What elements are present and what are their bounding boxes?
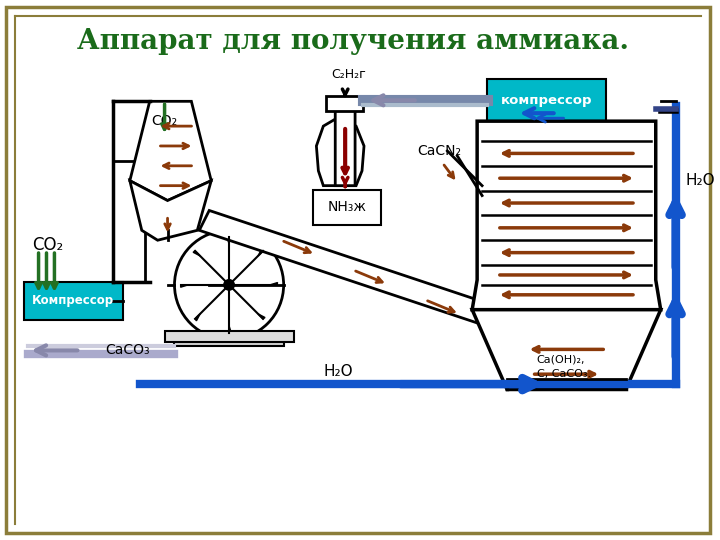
Polygon shape (316, 116, 364, 186)
Text: H₂O: H₂O (685, 173, 715, 188)
Polygon shape (181, 285, 188, 287)
Text: Ca(OH)₂,: Ca(OH)₂, (536, 354, 585, 364)
Polygon shape (193, 251, 200, 256)
Text: CaCO₃: CaCO₃ (105, 343, 150, 357)
Text: Аппарат для получения аммиака.: Аппарат для получения аммиака. (77, 28, 629, 55)
Text: C, CaCO₃.: C, CaCO₃. (536, 369, 591, 379)
Polygon shape (195, 314, 200, 321)
Polygon shape (258, 314, 265, 319)
Text: H₂O: H₂O (323, 364, 353, 379)
Polygon shape (229, 326, 231, 333)
Text: Компрессор: Компрессор (32, 294, 114, 307)
Bar (174, 333, 284, 346)
Polygon shape (270, 282, 278, 285)
Bar (313, 190, 381, 225)
Text: C₂H₂г: C₂H₂г (330, 69, 366, 82)
Bar (24, 282, 123, 320)
Polygon shape (472, 310, 661, 389)
Circle shape (174, 230, 284, 340)
Polygon shape (130, 102, 211, 200)
Bar (113, 161, 145, 282)
Text: NH₃ж: NH₃ж (328, 200, 366, 214)
Circle shape (223, 279, 235, 291)
Bar (487, 79, 606, 121)
Bar (165, 330, 294, 342)
Text: CO₂: CO₂ (32, 236, 64, 254)
Polygon shape (227, 237, 229, 244)
Polygon shape (130, 181, 211, 240)
Polygon shape (472, 121, 661, 310)
Text: CO₂: CO₂ (151, 114, 178, 128)
Polygon shape (199, 211, 507, 329)
Text: CaCN₂: CaCN₂ (418, 144, 462, 158)
Polygon shape (326, 96, 363, 111)
Text: компрессор: компрессор (501, 94, 593, 107)
Polygon shape (258, 249, 263, 256)
Polygon shape (336, 102, 355, 186)
